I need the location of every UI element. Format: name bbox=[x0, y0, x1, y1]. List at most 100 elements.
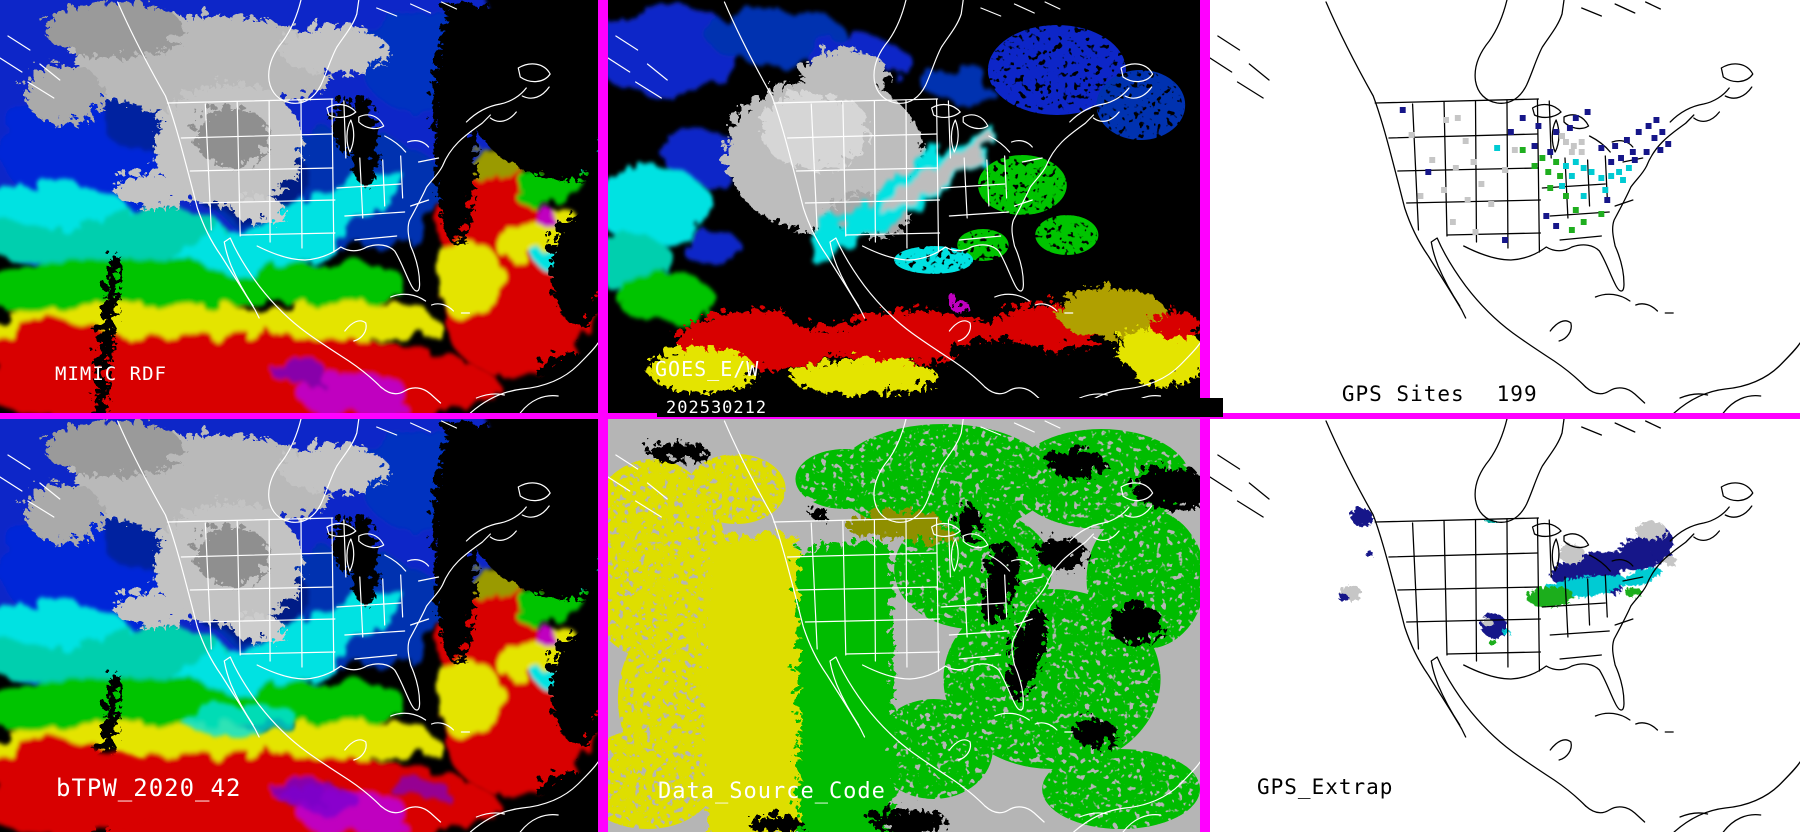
gps-site-marker bbox=[1557, 173, 1564, 179]
goes-ew-label: GOES_E/W bbox=[655, 357, 760, 381]
gps-site-marker bbox=[1543, 213, 1550, 219]
gps-site-marker bbox=[1563, 163, 1569, 169]
gps-site-marker bbox=[1620, 177, 1626, 183]
gps-site-marker bbox=[1566, 125, 1573, 131]
btpw-label: bTPW_2020_42 bbox=[56, 774, 242, 802]
gps-site-marker bbox=[1563, 139, 1569, 145]
gps-site-marker bbox=[1519, 147, 1526, 153]
gps-extrap-region bbox=[1336, 592, 1347, 600]
gps-site-marker bbox=[1507, 129, 1514, 135]
gps-site-marker bbox=[1399, 107, 1406, 113]
gps-site-marker bbox=[1502, 237, 1508, 243]
gps-site-marker bbox=[1478, 181, 1485, 187]
gps-extrap-region bbox=[1479, 612, 1505, 636]
gps-sites-map-image bbox=[1210, 0, 1800, 413]
gps-extrap-region bbox=[1622, 585, 1640, 595]
gps-sites-marker-layer bbox=[1399, 107, 1672, 243]
gps-site-marker bbox=[1488, 201, 1495, 207]
gps-site-marker bbox=[1531, 163, 1538, 169]
gps-site-marker bbox=[1568, 149, 1575, 155]
gps-site-marker bbox=[1429, 157, 1436, 163]
gps-site-marker bbox=[1604, 197, 1611, 203]
gps-site-marker bbox=[1502, 167, 1508, 173]
gps-site-marker bbox=[1553, 129, 1560, 135]
gps-site-marker bbox=[1462, 138, 1469, 144]
gps-site-marker bbox=[1651, 135, 1658, 141]
gps-sites-label: GPS Sites 199 bbox=[1260, 358, 1538, 413]
gps-site-marker bbox=[1623, 137, 1630, 143]
gps-site-marker bbox=[1657, 147, 1664, 153]
gps-extrap-region bbox=[1524, 584, 1572, 606]
gps-site-marker bbox=[1441, 187, 1447, 193]
gps-site-marker bbox=[1612, 143, 1619, 149]
gps-site-marker bbox=[1645, 123, 1652, 129]
gps-site-marker bbox=[1580, 193, 1587, 199]
gps-extrap-region bbox=[1661, 554, 1676, 564]
gps-site-marker bbox=[1452, 165, 1459, 171]
gps-site-marker bbox=[1454, 115, 1461, 121]
gps-site-marker bbox=[1519, 115, 1526, 121]
gps-site-marker bbox=[1653, 117, 1660, 123]
panel-data-source-code: Data_Source_Code bbox=[608, 419, 1200, 832]
gps-site-marker bbox=[1470, 159, 1477, 165]
gps-extrap-region bbox=[1348, 506, 1371, 524]
gps-site-marker bbox=[1511, 147, 1518, 153]
gps-site-marker bbox=[1545, 169, 1552, 175]
gps-site-marker bbox=[1425, 169, 1432, 175]
mimic-rdf-map-image bbox=[0, 0, 598, 413]
gps-site-marker bbox=[1539, 155, 1546, 161]
gps-site-marker bbox=[1535, 123, 1542, 129]
gps-site-marker bbox=[1578, 139, 1585, 145]
gps-site-marker bbox=[1559, 133, 1565, 139]
gps-site-marker bbox=[1563, 193, 1569, 199]
gps-site-marker bbox=[1588, 169, 1595, 175]
timestamp-text: 202530212 bbox=[666, 397, 768, 418]
gps-site-marker bbox=[1472, 229, 1479, 235]
gps-sites-count: 199 bbox=[1496, 382, 1538, 406]
gps-extrap-region bbox=[1363, 549, 1372, 555]
gps-extrap-region bbox=[1500, 627, 1508, 633]
goes-ew-map-image bbox=[608, 0, 1200, 413]
btpw-map-image bbox=[0, 419, 598, 832]
gps-extrap-region bbox=[1633, 520, 1666, 538]
gps-site-marker bbox=[1570, 143, 1577, 149]
gps-site-marker bbox=[1443, 117, 1449, 123]
gps-site-marker bbox=[1568, 227, 1575, 233]
gps-site-marker bbox=[1547, 149, 1554, 155]
gps-site-marker bbox=[1578, 149, 1585, 155]
panel-mimic-rdf: MIMIC RDF bbox=[0, 0, 598, 413]
gps-site-marker bbox=[1572, 207, 1579, 213]
gps-site-marker bbox=[1629, 149, 1636, 155]
gps-site-marker bbox=[1494, 145, 1501, 151]
gps-site-marker bbox=[1464, 197, 1471, 203]
gps-extrap-region bbox=[1486, 637, 1495, 643]
gps-extrap-region-layer bbox=[1336, 506, 1676, 643]
gps-site-marker bbox=[1553, 223, 1560, 229]
gps-site-marker bbox=[1408, 132, 1415, 138]
gps-site-marker bbox=[1598, 211, 1605, 217]
gps-site-marker bbox=[1616, 169, 1623, 175]
gps-site-marker bbox=[1643, 149, 1650, 155]
gps-site-marker bbox=[1580, 219, 1587, 225]
gps-site-marker bbox=[1618, 155, 1624, 161]
gps-site-marker bbox=[1580, 165, 1587, 171]
gps-extrap-label: GPS_Extrap bbox=[1257, 775, 1394, 799]
panel-gps-sites: GPS Sites 199 bbox=[1210, 0, 1800, 413]
panel-btpw-2020-42: bTPW_2020_42 bbox=[0, 419, 598, 832]
gps-site-marker bbox=[1417, 193, 1424, 199]
gps-site-marker bbox=[1598, 145, 1605, 151]
gps-site-marker bbox=[1547, 185, 1554, 191]
gps-site-marker bbox=[1598, 175, 1605, 181]
data-source-code-map-image bbox=[608, 419, 1200, 832]
panel-goes-ew: GOES_E/W bbox=[608, 0, 1200, 413]
gps-site-marker bbox=[1568, 173, 1575, 179]
gps-site-marker bbox=[1584, 109, 1591, 115]
gps-site-marker bbox=[1608, 159, 1615, 165]
mimic-rdf-label: MIMIC RDF bbox=[55, 363, 167, 385]
gps-site-marker bbox=[1608, 173, 1615, 179]
gps-site-marker bbox=[1631, 157, 1638, 163]
gps-site-marker bbox=[1553, 159, 1560, 165]
gps-sites-label-text: GPS Sites bbox=[1341, 382, 1465, 406]
gps-site-marker bbox=[1559, 183, 1565, 189]
gps-site-marker bbox=[1602, 187, 1609, 193]
